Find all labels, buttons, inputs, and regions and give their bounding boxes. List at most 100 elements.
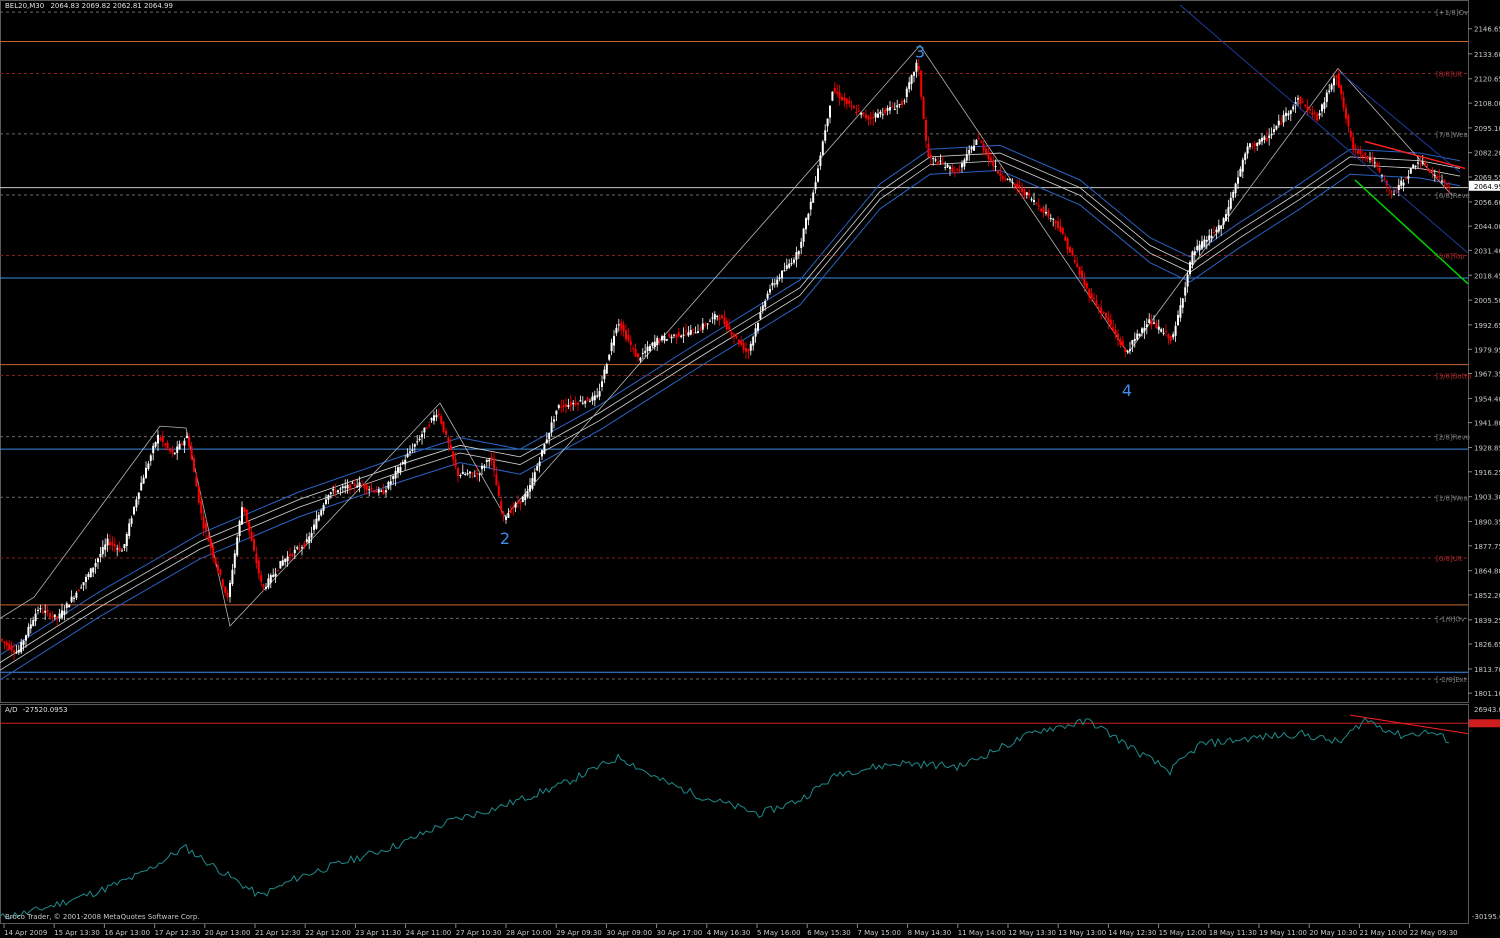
candle-body: [651, 342, 654, 346]
candle-body: [658, 339, 661, 342]
date-tick-label: 21 May 10:00: [1359, 929, 1407, 937]
candle-body: [58, 613, 61, 619]
candle-body: [865, 114, 867, 119]
candle-body: [1318, 113, 1321, 116]
candle-body: [937, 162, 939, 165]
candle-body: [430, 418, 433, 421]
candle-body: [269, 575, 272, 583]
candle-body: [975, 139, 978, 145]
ad-line: [0, 717, 1450, 920]
candle-body: [682, 334, 685, 336]
candle-body: [989, 157, 992, 161]
candle-body: [1304, 104, 1307, 107]
candle-body: [305, 539, 308, 543]
candle-body: [1052, 218, 1055, 220]
candle-body: [1419, 163, 1422, 165]
candle-body: [1126, 350, 1129, 352]
price-tick-label: 1941.80: [1474, 420, 1500, 428]
candle-body: [617, 324, 620, 326]
candle-body: [1208, 235, 1211, 241]
candle-body: [1097, 306, 1100, 308]
price-tick-label: 2005.50: [1474, 297, 1500, 305]
indicator-pane-frame: [0, 704, 1469, 924]
candle-body: [1239, 168, 1242, 177]
candle-body: [555, 410, 558, 415]
candle-body: [1023, 189, 1026, 196]
candle-body: [867, 115, 870, 120]
candle-body: [248, 521, 251, 532]
candle-body: [603, 369, 606, 380]
candle-body: [896, 105, 899, 108]
candle-body: [25, 635, 27, 641]
candle-body: [793, 259, 795, 263]
candle-body: [706, 323, 709, 325]
candle-body: [166, 442, 169, 448]
candle-body: [1001, 176, 1004, 179]
candle-body: [327, 495, 330, 500]
candle-body: [97, 558, 99, 563]
candle-body: [910, 75, 913, 84]
candle-body: [1071, 249, 1074, 256]
candle-body: [797, 251, 800, 255]
candle-body: [317, 514, 320, 521]
candle-body: [1117, 333, 1119, 341]
date-tick-label: 12 May 13:30: [1008, 929, 1056, 937]
candle-body: [1157, 326, 1160, 330]
candle-body: [562, 405, 565, 407]
candle-body: [1251, 146, 1254, 148]
candle-body: [250, 531, 253, 541]
candle-body: [505, 516, 507, 520]
candle-body: [385, 490, 387, 493]
date-tick-label: 22 Apr 12:00: [305, 929, 351, 937]
candle-body: [10, 645, 13, 651]
candle-body: [380, 490, 383, 492]
candle-body: [632, 348, 635, 350]
price-tick-label: 2018.45: [1474, 272, 1500, 280]
candle-body: [519, 500, 522, 504]
candle-body: [764, 301, 767, 307]
candle-body: [301, 547, 303, 549]
candle-body: [39, 608, 42, 610]
candle-body: [1237, 177, 1239, 184]
candle-body: [421, 434, 423, 438]
candle-body: [500, 501, 503, 511]
indicator-header: A/D -27520.0953: [5, 706, 68, 714]
candle-body: [982, 143, 985, 151]
candle-body: [733, 333, 735, 337]
candle-body: [973, 145, 975, 151]
candle-body: [1323, 102, 1326, 109]
candle-body: [850, 105, 853, 107]
candle-body: [332, 488, 335, 491]
candle-body: [1282, 114, 1285, 123]
candle-body: [349, 484, 351, 490]
candle-body: [1225, 214, 1227, 222]
candle-body: [1049, 218, 1052, 220]
candle-body: [1045, 211, 1047, 214]
candle-body: [1249, 143, 1251, 148]
candle-body: [641, 352, 644, 354]
candle-body: [1047, 210, 1050, 217]
price-tick-label: 2044.00: [1474, 223, 1500, 231]
candle-body: [997, 170, 999, 174]
candle-body: [284, 558, 287, 562]
candle-body: [1165, 330, 1167, 332]
candle-body: [61, 610, 63, 618]
candle-body: [1129, 349, 1131, 351]
candle-body: [932, 158, 935, 160]
candle-body: [209, 539, 212, 549]
candle-body: [152, 445, 155, 454]
candle-body: [454, 459, 457, 467]
candle-body: [123, 544, 126, 549]
candle-body: [303, 543, 306, 547]
candle-body: [20, 642, 23, 653]
price-tick-label: 1928.85: [1474, 445, 1500, 453]
candle-body: [89, 568, 92, 578]
candle-body: [471, 472, 474, 474]
candle-body: [188, 436, 191, 447]
candle-body: [704, 324, 707, 326]
candle-body: [1013, 183, 1016, 186]
candle-body: [1201, 241, 1203, 249]
candle-body: [1294, 101, 1297, 106]
candle-body: [661, 336, 663, 341]
